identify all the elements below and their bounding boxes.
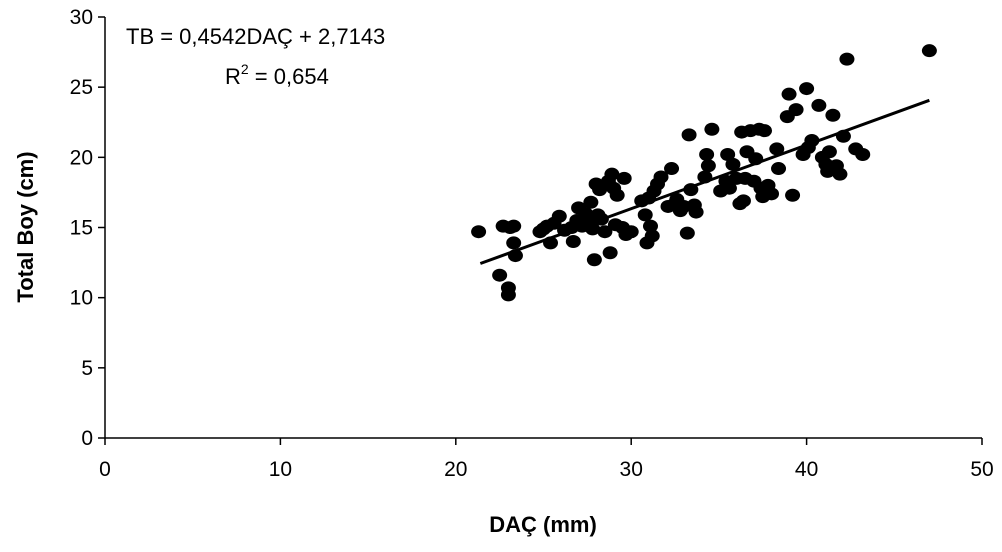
data-point (664, 162, 680, 176)
x-tick-label: 40 (795, 458, 818, 481)
data-point (688, 205, 704, 219)
data-point (720, 148, 736, 162)
data-point (725, 157, 741, 171)
y-axis-ticks: 0 5 10 15 20 25 30 (70, 6, 105, 450)
data-point (799, 82, 815, 96)
x-axis-ticks: 0 10 20 30 40 50 (99, 438, 994, 481)
data-point (781, 87, 797, 101)
data-point (583, 195, 599, 209)
r-squared-superscript: 2 (241, 61, 249, 77)
trendline (479, 98, 930, 265)
data-point (785, 188, 801, 202)
y-tick-label: 20 (70, 146, 93, 169)
data-point (597, 225, 613, 239)
data-point (642, 219, 658, 233)
r-squared-prefix: R (225, 64, 241, 89)
data-point (500, 288, 516, 302)
data-point (586, 253, 602, 267)
y-tick-label: 10 (70, 287, 93, 310)
data-point (679, 226, 695, 240)
data-point (700, 159, 716, 173)
y-tick-label: 25 (70, 76, 93, 99)
data-point (704, 122, 720, 136)
x-tick-label: 20 (444, 458, 467, 481)
data-point (681, 128, 697, 142)
x-tick-label: 50 (970, 458, 993, 481)
data-point (699, 148, 715, 162)
data-point (735, 194, 751, 208)
y-axis-title: Total Boy (cm) (13, 151, 38, 302)
r-squared-value: = 0,654 (249, 64, 329, 89)
data-point (644, 229, 660, 243)
regression-equation: TB = 0,4542DAÇ + 2,7143 (126, 24, 385, 49)
r-squared-label: R2 = 0,654 (225, 61, 329, 89)
data-point (506, 236, 522, 250)
data-point (565, 235, 581, 249)
data-point (825, 108, 841, 122)
data-point (811, 98, 827, 112)
y-tick-label: 30 (70, 6, 93, 29)
y-tick-label: 5 (81, 357, 93, 380)
data-point (921, 44, 937, 58)
data-point (506, 219, 522, 233)
data-point (721, 181, 737, 195)
data-point (637, 208, 653, 222)
data-point (769, 142, 785, 156)
y-tick-label: 0 (81, 427, 93, 450)
data-point (492, 268, 508, 282)
data-point (821, 145, 837, 159)
data-point (653, 170, 669, 184)
data-point (788, 103, 804, 117)
data-point (609, 188, 625, 202)
data-point (764, 187, 780, 201)
data-point (471, 225, 487, 239)
y-tick-label: 15 (70, 217, 93, 240)
data-point (551, 209, 567, 223)
data-point (832, 167, 848, 181)
data-point (602, 246, 618, 260)
data-points (471, 44, 937, 302)
data-point (839, 52, 855, 66)
data-point (616, 171, 632, 185)
data-point (757, 124, 773, 138)
data-point (604, 167, 620, 181)
x-tick-label: 10 (269, 458, 292, 481)
data-point (855, 148, 871, 162)
data-point (771, 162, 787, 176)
data-point (623, 225, 639, 239)
x-tick-label: 0 (99, 458, 111, 481)
x-axis-title: DAÇ (mm) (489, 512, 597, 537)
data-point (592, 183, 608, 197)
x-tick-label: 30 (620, 458, 643, 481)
